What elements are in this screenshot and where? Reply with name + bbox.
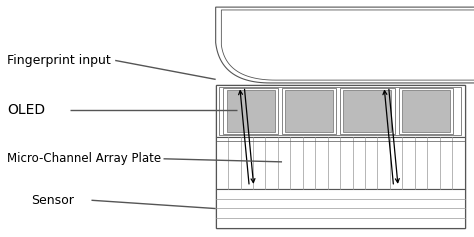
Bar (399, 88, 453, 134)
Text: Fingerprint input: Fingerprint input (7, 54, 111, 67)
Bar (216, 85, 465, 228)
Bar (227, 90, 274, 132)
Text: Micro-Channel Array Plate: Micro-Channel Array Plate (7, 152, 161, 165)
Bar (223, 88, 278, 134)
Bar (216, 85, 465, 137)
Polygon shape (216, 7, 474, 83)
Bar (216, 189, 465, 228)
Bar (282, 88, 336, 134)
Bar (343, 90, 392, 132)
Text: OLED: OLED (7, 103, 45, 117)
Bar (285, 90, 333, 132)
Text: Sensor: Sensor (31, 194, 73, 207)
Bar (216, 137, 465, 189)
Bar (402, 90, 450, 132)
Bar (219, 87, 461, 135)
Bar (340, 88, 395, 134)
